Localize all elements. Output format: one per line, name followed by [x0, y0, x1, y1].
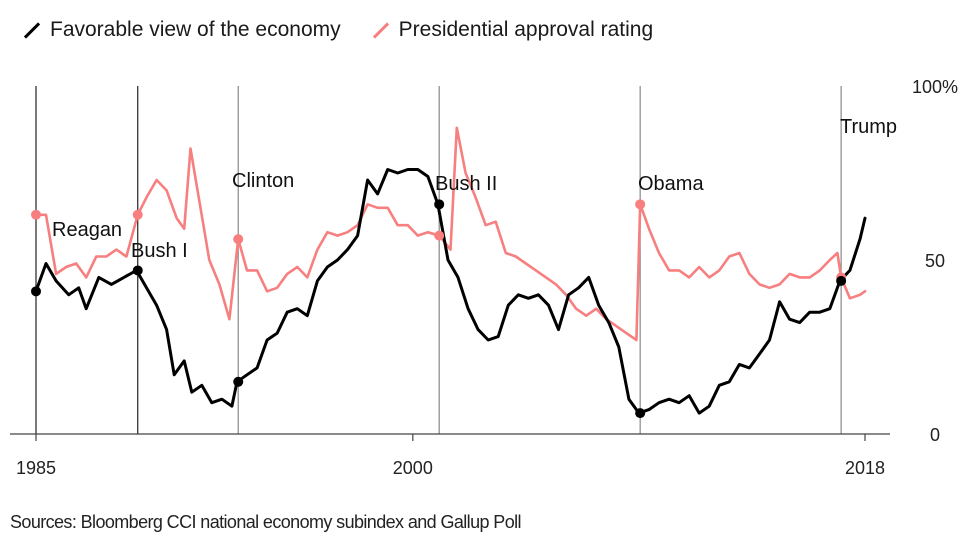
favorable-start-point	[132, 265, 143, 276]
legend-item-approval: Presidential approval rating	[371, 18, 653, 42]
favorable-start-point	[233, 376, 244, 387]
president-label: Trump	[840, 116, 897, 138]
president-label: Obama	[638, 173, 704, 195]
y-tick-label: 0	[930, 425, 940, 445]
legend: Favorable view of the economy Presidenti…	[22, 18, 653, 42]
legend-item-favorable: Favorable view of the economy	[22, 18, 341, 42]
favorable-start-point	[31, 286, 41, 297]
x-tick-label: 2000	[393, 458, 433, 478]
president-label: Bush II	[435, 173, 497, 195]
approval-start-point	[635, 199, 646, 210]
president-label: Reagan	[52, 219, 122, 241]
legend-label-favorable: Favorable view of the economy	[50, 18, 341, 41]
president-label: Clinton	[232, 170, 294, 192]
president-label: Bush I	[131, 240, 188, 262]
approval-start-point	[434, 230, 445, 241]
y-tick-label: 50	[925, 251, 945, 271]
favorable-series-line	[34, 168, 867, 415]
y-tick-label: 100%	[912, 77, 958, 97]
x-tick-label: 2018	[845, 458, 885, 478]
favorable-start-point	[434, 199, 445, 210]
source-note: Sources: Bloomberg CCI national economy …	[10, 512, 522, 532]
favorable-start-point	[635, 408, 646, 419]
approval-start-point	[31, 209, 41, 220]
legend-label-approval: Presidential approval rating	[398, 18, 654, 41]
favorable-start-point	[836, 275, 847, 286]
x-tick-label: 1985	[16, 458, 56, 478]
approval-start-point	[233, 234, 244, 245]
approval-start-point	[132, 209, 143, 220]
approval-series-line	[34, 126, 867, 342]
